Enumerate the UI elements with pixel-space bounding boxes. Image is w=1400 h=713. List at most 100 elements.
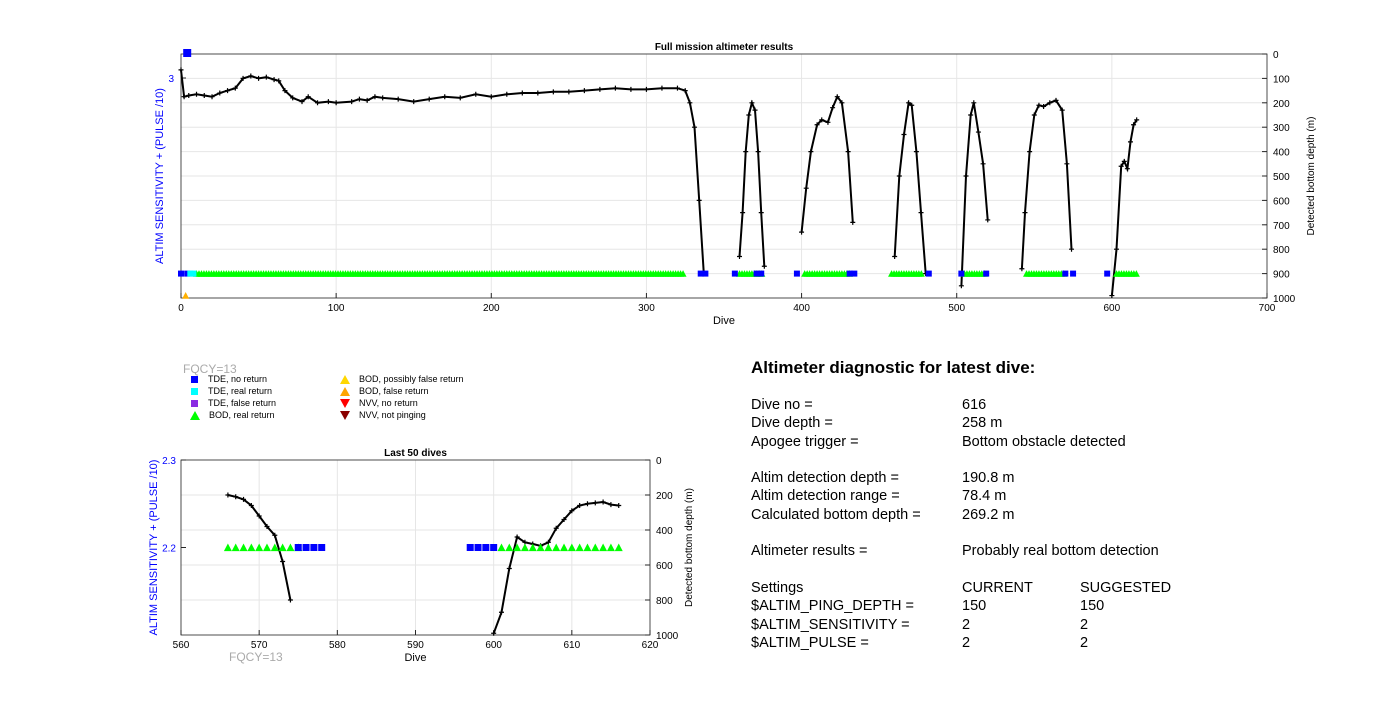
legend-marker-icon — [190, 411, 200, 421]
marker-tde-no-return — [318, 544, 326, 551]
depth-point — [612, 85, 618, 91]
marker-bod-real-return — [505, 543, 514, 552]
marker-tde-no-return — [294, 544, 302, 551]
y-right-tick-label: 1000 — [1273, 294, 1296, 305]
depth-line — [180, 69, 705, 274]
marker-bod-real-return — [567, 543, 576, 552]
fqcy-label-bottom: FQCY=13 — [229, 650, 283, 664]
x-tick-label: 560 — [173, 640, 190, 651]
chart-last-50 — [180, 459, 651, 636]
depth-point — [814, 122, 820, 128]
marker-bod-real-return — [679, 270, 687, 277]
marker-bod-false-return — [182, 292, 190, 299]
marker-tde-no-return — [184, 270, 191, 277]
depth-point — [263, 74, 269, 80]
depth-point — [834, 94, 840, 100]
depth-point — [659, 85, 665, 91]
bottom-depth-value: 269.2 m — [962, 506, 1015, 523]
marker-tde-no-return — [851, 270, 858, 277]
depth-point — [272, 532, 278, 538]
legend-marker-icon — [340, 399, 350, 409]
depth-point — [514, 534, 520, 540]
marker-bod-real-return — [286, 543, 295, 552]
depth-point — [442, 94, 448, 100]
bottom-depth-label: Calculated bottom depth = — [751, 506, 921, 523]
marker-bod-real-return — [575, 543, 584, 552]
x-axis-label: Dive — [404, 652, 426, 664]
depth-point — [752, 107, 758, 113]
depth-point — [491, 630, 497, 636]
depth-point — [600, 499, 606, 505]
results-value: Probably real bottom detection — [962, 543, 1159, 560]
y-right-tick-label: 100 — [1273, 74, 1290, 85]
depth-point — [498, 609, 504, 615]
detection-range-label: Altim detection range = — [751, 488, 900, 505]
depth-point — [315, 100, 321, 106]
legend-marker-icon — [191, 376, 198, 384]
apogee-label: Apogee trigger = — [751, 433, 859, 450]
marker-tde-no-return — [758, 270, 765, 277]
depth-point — [1134, 117, 1140, 123]
depth-point — [325, 99, 331, 105]
marker-bod-real-return — [614, 543, 623, 552]
y-left-tick-label: 2.2 — [162, 544, 176, 555]
depth-point — [287, 597, 293, 603]
legend-item: BOD, possibly false return — [340, 373, 464, 385]
depth-point — [696, 197, 702, 203]
depth-point — [674, 85, 680, 91]
depth-point — [282, 88, 288, 94]
y-right-tick-label: 600 — [656, 561, 673, 572]
y-right-tick-label: 800 — [656, 596, 673, 607]
legend-item: TDE, false return — [190, 397, 276, 409]
y-left-tick-label: 3 — [168, 74, 174, 85]
marker-bod-real-return — [606, 543, 615, 552]
marker-bod-real-return — [528, 543, 537, 552]
depth-point — [256, 75, 262, 81]
dive-depth-row: Dive depth = 258 m — [751, 414, 1311, 432]
depth-point — [628, 86, 634, 92]
depth-point — [643, 86, 649, 92]
marker-bod-real-return — [599, 543, 608, 552]
marker-bod-real-return — [917, 270, 925, 277]
marker-bod-real-return — [536, 543, 545, 552]
legend-label: TDE, no return — [208, 374, 268, 384]
legend-label: NVV, not pinging — [359, 410, 426, 420]
marker-tde-no-return — [310, 544, 318, 551]
depth-point — [1064, 161, 1070, 167]
depth-point — [473, 91, 479, 97]
legend-marker-icon — [340, 375, 350, 385]
legend-item: BOD, real return — [190, 409, 275, 421]
depth-point — [682, 88, 688, 94]
marker-tde-no-return — [958, 270, 965, 277]
depth-point — [194, 91, 200, 97]
x-tick-label: 400 — [793, 303, 810, 314]
depth-point — [553, 525, 559, 531]
marker-tde-no-return — [178, 270, 184, 277]
legend-item: TDE, real return — [190, 385, 272, 397]
pulse-row: $ALTIM_PULSE = 2 2 — [751, 634, 1311, 652]
marker-bod-real-return — [247, 543, 256, 552]
detection-depth-value: 190.8 m — [962, 470, 1015, 487]
depth-point — [749, 100, 755, 106]
depth-point — [1121, 158, 1127, 164]
detection-range-row: Altim detection range = 78.4 m — [751, 487, 1311, 505]
chart-full-mission — [178, 49, 1268, 299]
depth-point — [968, 112, 974, 118]
y-right-tick-label: 0 — [656, 456, 662, 467]
marker-tde-no-return — [302, 544, 310, 551]
marker-bod-real-return — [231, 543, 240, 552]
depth-point — [913, 149, 919, 155]
depth-point — [958, 283, 964, 289]
marker-tde-no-return — [1070, 270, 1077, 277]
x-tick-label: 580 — [329, 640, 346, 651]
marker-tde-no-return — [490, 544, 498, 551]
depth-point — [975, 129, 981, 135]
diagnostic-panel: Altimeter diagnostic for latest dive: Di… — [751, 358, 1311, 652]
marker-bod-real-return — [513, 543, 522, 552]
marker-tde-no-return — [925, 270, 932, 277]
depth-point — [506, 566, 512, 571]
pulse-label: $ALTIM_PULSE = — [751, 634, 869, 651]
apogee-value: Bottom obstacle detected — [962, 433, 1126, 450]
depth-point — [550, 89, 556, 95]
